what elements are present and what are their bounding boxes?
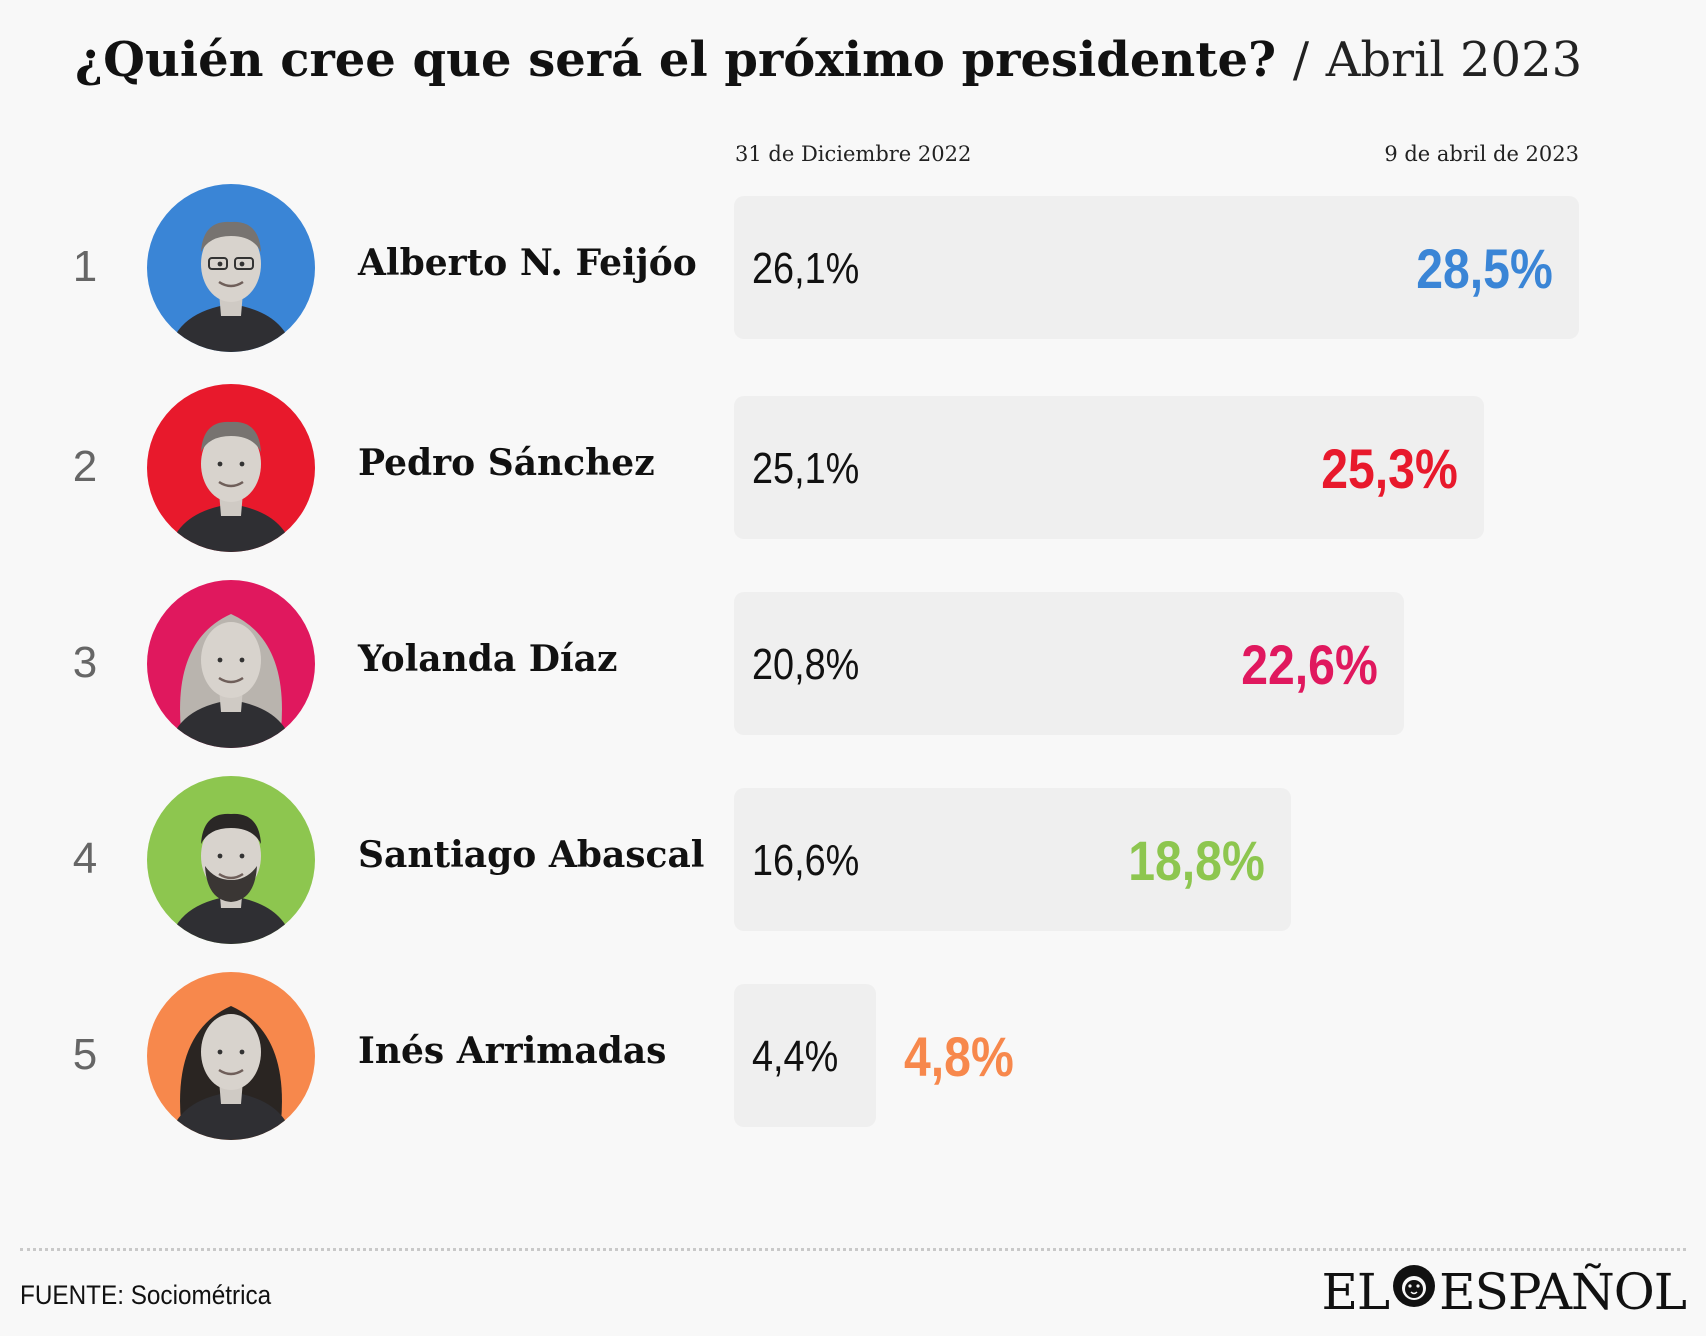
ranking-row: 3 Yolanda Díaz 20,8% 22,6% <box>0 580 1706 750</box>
bar-current <box>734 196 1579 339</box>
value-previous: 25,1% <box>752 444 860 493</box>
logo-text-el: EL <box>1321 1263 1390 1321</box>
chart-title-main: ¿Quién cree que será el próximo presiden… <box>75 32 1277 88</box>
value-current: 18,8% <box>1128 829 1265 892</box>
candidate-name: Inés Arrimadas <box>358 1030 667 1072</box>
value-previous: 20,8% <box>752 640 860 689</box>
value-current: 22,6% <box>1241 633 1378 696</box>
chart-title-separator: / <box>1292 32 1309 88</box>
value-current: 4,8% <box>904 1025 1014 1088</box>
ranking-row: 1 Alberto N. Feijóo 26,1% 28,5% <box>0 184 1706 354</box>
chart-title-date: Abril 2023 <box>1325 32 1583 88</box>
chart-title: ¿Quién cree que será el próximo presiden… <box>75 28 1582 92</box>
ranking-row: 4 Santiago Abascal 16,6% 18,8% <box>0 776 1706 946</box>
ranking-row: 2 Pedro Sánchez 25,1% 25,3% <box>0 384 1706 554</box>
source-note: FUENTE: Sociométrica <box>20 1280 272 1310</box>
value-current: 25,3% <box>1321 437 1458 500</box>
rank-number: 4 <box>72 834 98 883</box>
bar-current <box>734 396 1484 539</box>
candidate-name: Pedro Sánchez <box>358 442 655 484</box>
ranking-row: 5 Inés Arrimadas 4,4% 4,8% <box>0 972 1706 1142</box>
rank-number: 1 <box>72 242 98 291</box>
column-label-current: 9 de abril de 2023 <box>1384 142 1579 166</box>
candidate-name: Alberto N. Feijóo <box>358 242 697 284</box>
value-previous: 4,4% <box>752 1032 839 1081</box>
rank-number: 5 <box>72 1030 98 1079</box>
bar-current <box>734 984 876 1127</box>
candidate-name: Santiago Abascal <box>358 834 705 876</box>
sanchez-avatar <box>147 384 315 552</box>
value-previous: 26,1% <box>752 244 860 293</box>
bar-current <box>734 788 1291 931</box>
footer-divider <box>20 1248 1686 1251</box>
candidate-name: Yolanda Díaz <box>358 638 618 680</box>
value-current: 28,5% <box>1416 237 1553 300</box>
bar-current <box>734 592 1404 735</box>
value-previous: 16,6% <box>752 836 860 885</box>
feijoo-avatar <box>147 184 315 352</box>
arrimadas-avatar <box>147 972 315 1140</box>
diaz-avatar <box>147 580 315 748</box>
lion-head-icon <box>1391 1261 1437 1323</box>
abascal-avatar <box>147 776 315 944</box>
rank-number: 2 <box>72 442 98 491</box>
logo-text-espanol: ESPAÑOL <box>1439 1263 1687 1321</box>
column-label-previous: 31 de Diciembre 2022 <box>735 142 972 166</box>
el-espanol-logo[interactable]: EL ESPAÑOL <box>1321 1261 1687 1323</box>
rank-number: 3 <box>72 638 98 687</box>
